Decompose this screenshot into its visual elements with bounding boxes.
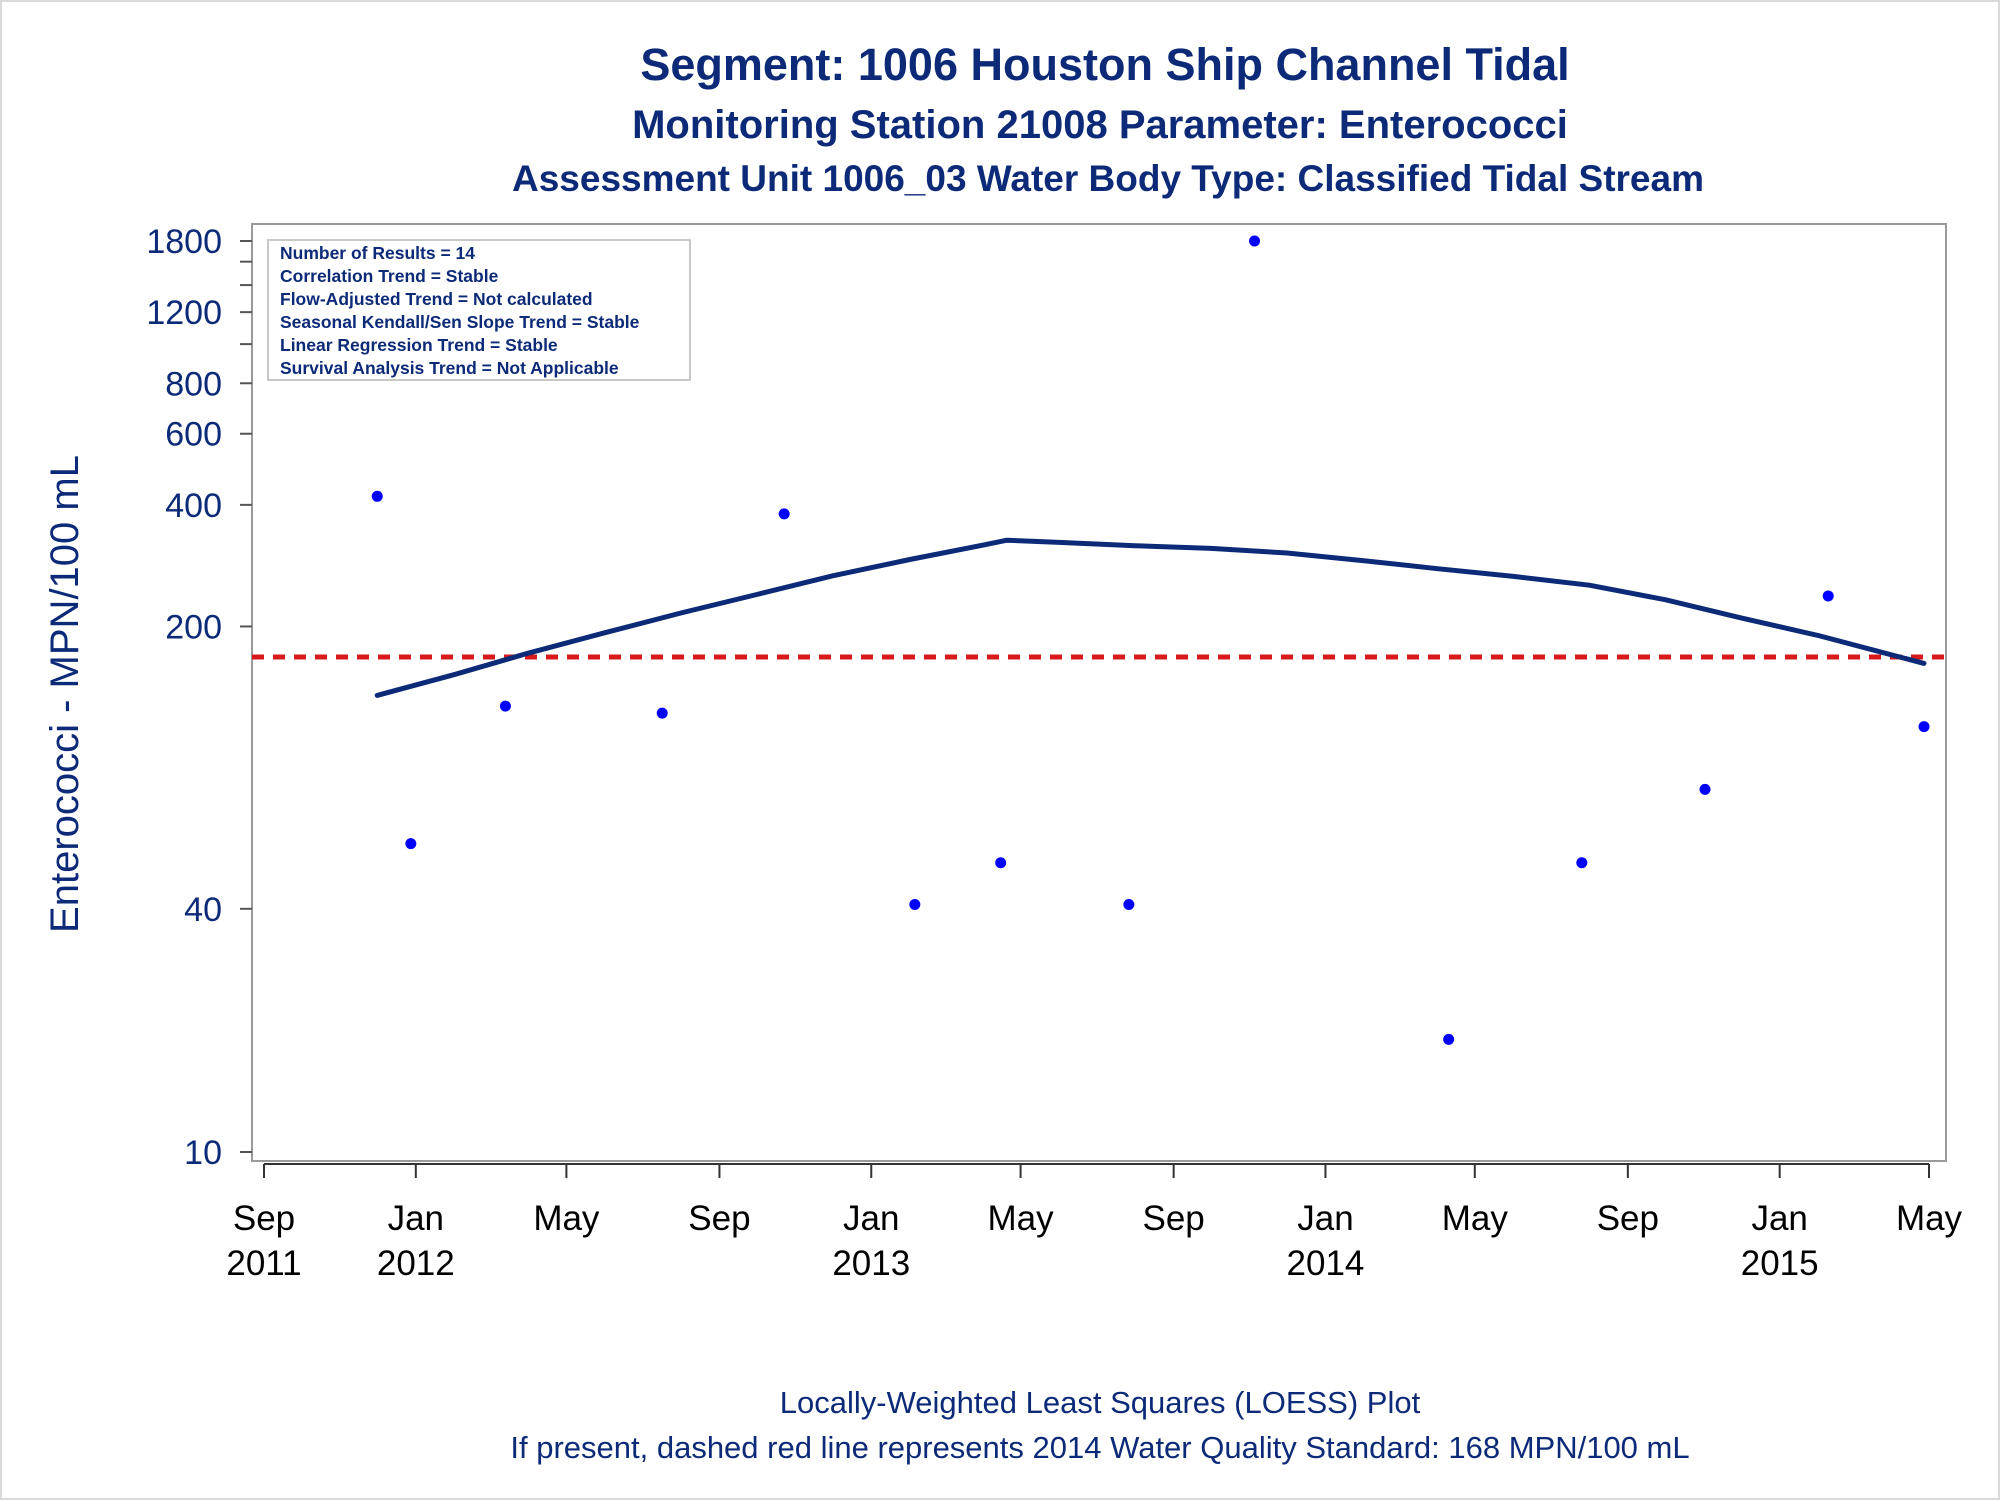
stats-box: Number of Results = 14 Correlation Trend… xyxy=(267,239,691,381)
y-tick-label: 40 xyxy=(184,891,222,929)
stats-line-6: Survival Analysis Trend = Not Applicable xyxy=(280,358,619,378)
x-tick-label: Sep xyxy=(1597,1199,1659,1238)
data-point xyxy=(405,838,417,850)
y-tick-label: 200 xyxy=(165,608,222,646)
stats-line-4: Seasonal Kendall/Sen Slope Trend = Stabl… xyxy=(280,312,640,332)
x-tick-label: Jan xyxy=(1297,1199,1353,1238)
data-point xyxy=(778,508,790,520)
data-point xyxy=(1123,898,1135,910)
footnote-2: If present, dashed red line represents 2… xyxy=(510,1430,1689,1465)
x-axis: Sep 2011 Jan 2012 May Sep Jan 2013 May Sep Jan 2014… xyxy=(226,1163,1963,1283)
x-tick-label: Jan xyxy=(843,1199,899,1238)
x-tick-label: May xyxy=(1442,1199,1509,1238)
y-tick-label: 1800 xyxy=(146,223,222,261)
x-tick-year-label: 2013 xyxy=(832,1244,910,1283)
data-points xyxy=(371,235,1930,1045)
data-point xyxy=(1249,235,1261,247)
x-tick-year-label: 2015 xyxy=(1741,1244,1819,1283)
data-point xyxy=(1443,1033,1455,1045)
x-tick-label: Jan xyxy=(1751,1199,1807,1238)
y-tick-label: 400 xyxy=(165,487,222,525)
x-tick-label: Sep xyxy=(1143,1199,1205,1238)
stats-line-5: Linear Regression Trend = Stable xyxy=(280,335,558,355)
stats-line-3: Flow-Adjusted Trend = Not calculated xyxy=(280,289,593,309)
x-tick-year-label: 2012 xyxy=(377,1244,455,1283)
chart-title: Segment: 1006 Houston Ship Channel Tidal xyxy=(640,39,1569,90)
data-point xyxy=(1699,783,1711,795)
y-tick-label: 600 xyxy=(165,416,222,454)
y-tick-label: 800 xyxy=(165,365,222,403)
x-tick-label: May xyxy=(988,1199,1055,1238)
data-point xyxy=(499,700,511,712)
loess-line xyxy=(374,537,1927,698)
x-tick-year-label: 2014 xyxy=(1287,1244,1365,1283)
x-tick-label: Jan xyxy=(388,1199,444,1238)
data-point xyxy=(1918,721,1930,733)
x-tick-label: Sep xyxy=(233,1199,295,1238)
y-axis-label: Enterococci - MPN/100 mL xyxy=(43,455,87,933)
footnote-1: Locally-Weighted Least Squares (LOESS) P… xyxy=(780,1385,1421,1420)
y-axis: 10 40 200 400 600 800 1200 1800 xyxy=(146,223,252,1172)
x-tick-label: May xyxy=(533,1199,600,1238)
chart-subtitle: Monitoring Station 21008 Parameter: Ente… xyxy=(632,103,1568,147)
data-point xyxy=(909,898,921,910)
data-point xyxy=(995,857,1007,869)
y-tick-label: 1200 xyxy=(146,294,222,332)
x-tick-label: May xyxy=(1896,1199,1963,1238)
stats-line-2: Correlation Trend = Stable xyxy=(280,266,499,286)
loess-line-group xyxy=(374,537,1927,698)
data-point xyxy=(656,707,668,719)
x-tick-label: Sep xyxy=(688,1199,750,1238)
data-point xyxy=(1822,590,1834,602)
y-tick-label: 10 xyxy=(184,1134,222,1172)
plot-area xyxy=(251,223,1947,1162)
data-point xyxy=(1576,857,1588,869)
x-tick-year-label: 2011 xyxy=(226,1244,301,1283)
data-point xyxy=(371,490,383,502)
stats-line-1: Number of Results = 14 xyxy=(280,243,475,263)
chart-subtitle-2: Assessment Unit 1006_03 Water Body Type:… xyxy=(512,158,1704,199)
